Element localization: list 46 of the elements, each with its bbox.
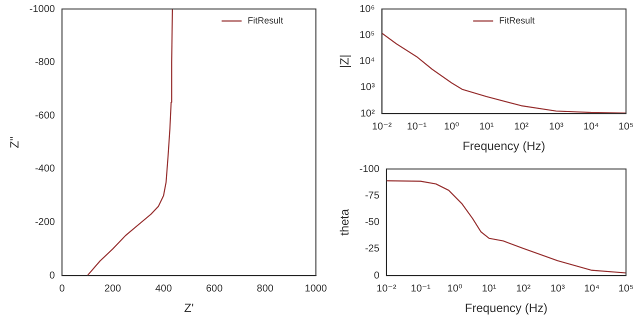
y-axis-title: |Z| [338,54,352,68]
x-tick-label: 10⁻¹ [410,283,432,294]
y-tick-label: -75 [364,190,380,202]
y-tick-label: 10⁵ [360,30,375,41]
x-tick-label: 800 [256,283,274,294]
y-axis-title: theta [338,208,352,236]
x-tick-label: 10⁰ [444,121,460,132]
x-tick-label: 10² [516,283,532,294]
y-tick-label: -1000 [29,4,56,15]
x-tick-label: 10³ [549,121,564,132]
x-tick-label: 10⁴ [584,283,600,294]
y-tick-label: 10⁴ [359,56,375,68]
x-tick-label: 10⁵ [618,121,634,132]
x-tick-label: 10⁰ [447,283,462,294]
y-tick-label: -600 [34,110,56,122]
x-axis-title: Z' [184,301,194,316]
x-axis-title: Frequency (Hz) [464,301,548,316]
x-tick-label: 600 [206,283,224,294]
y-axis-title: Z'' [8,136,22,148]
x-tick-label: 10⁻² [376,283,397,294]
y-tick-label: 10² [360,108,376,120]
x-tick-label: 10¹ [479,121,494,132]
y-tick-label: -50 [364,217,380,228]
y-tick-label: 0 [49,270,56,282]
x-tick-label: 10² [514,121,530,132]
x-axis-title: Frequency (Hz) [462,139,546,154]
x-tick-label: 200 [104,283,122,294]
x-tick-label: 10⁻¹ [406,121,428,132]
x-tick-label: 10¹ [482,283,497,294]
x-tick-label: 10⁻² [372,121,392,132]
x-tick-label: 10⁴ [583,121,599,132]
y-tick-label: -200 [34,217,56,228]
y-tick-label: 10³ [360,82,376,94]
x-tick-label: 10³ [550,283,566,294]
x-tick-label: 10⁵ [618,283,634,294]
y-tick-label: -25 [364,244,380,255]
y-tick-label: -800 [34,57,56,68]
y-tick-label: -400 [34,164,56,175]
legend-label: FitResult [499,15,536,26]
x-tick-label: 1000 [304,283,328,294]
y-tick-label: 0 [374,270,380,282]
y-tick-label: 10⁶ [360,4,375,15]
x-tick-label: 0 [59,283,66,294]
y-tick-label: -100 [359,164,380,175]
legend-label: FitResult [248,15,284,26]
x-tick-label: 400 [155,283,172,294]
